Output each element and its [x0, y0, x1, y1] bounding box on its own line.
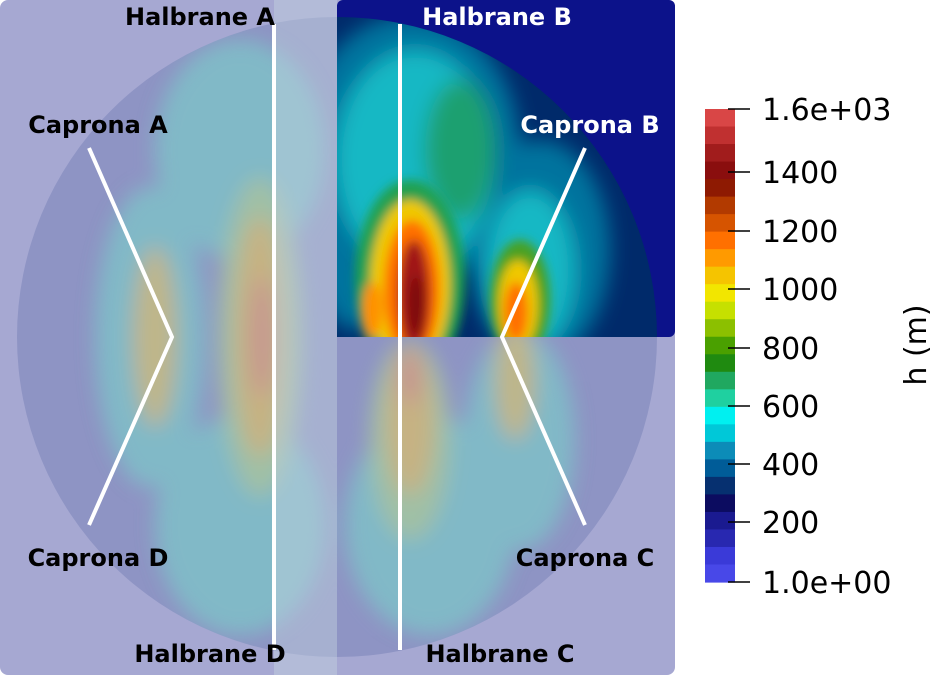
colorbar-tick-label: 800 [762, 332, 819, 367]
colorbar-band [705, 284, 735, 303]
colorbar-band [705, 179, 735, 198]
colorbar-band [705, 319, 735, 338]
colorbar-band [705, 354, 735, 373]
colorbar-band [705, 161, 735, 180]
label-caprona-a: Caprona A [28, 111, 168, 139]
colorbar: 1.6e+03 1400 1200 1000 800 600 400 200 1.0e+00 [705, 93, 891, 601]
colorbar-title: h (m) [899, 304, 933, 385]
colorbar-band [705, 266, 735, 285]
colorbar-tick-label: 200 [762, 506, 819, 541]
colorbar-band [705, 389, 735, 408]
colorbar-band [705, 511, 735, 531]
label-caprona-c: Caprona C [516, 544, 655, 572]
colorbar-band [705, 144, 735, 163]
colorbar-band [705, 546, 735, 566]
colorbar-band [705, 494, 735, 513]
colorbar-band [705, 336, 735, 355]
colorbar-band [705, 529, 735, 548]
colorbar-tick-label: 1400 [762, 156, 838, 191]
colorbar-tick-label: 400 [762, 448, 819, 483]
colorbar-band [705, 196, 735, 215]
colorbar-tick-label: 1200 [762, 215, 838, 250]
colorbar-band [705, 301, 735, 320]
caprona-a-d-line [87, 147, 175, 526]
colorbar-band [705, 424, 735, 443]
colorbar-band [705, 214, 735, 233]
label-halbrane-c: Halbrane C [425, 640, 574, 668]
colorbar-band [705, 109, 735, 128]
label-halbrane-a: Halbrane A [125, 3, 275, 31]
label-caprona-b: Caprona B [520, 111, 659, 139]
colorbar-band [705, 441, 735, 460]
colorbar-band [705, 371, 735, 390]
colorbar-band [705, 564, 735, 583]
colorbar-tick-label: 600 [762, 390, 819, 425]
label-halbrane-d: Halbrane D [134, 640, 285, 668]
colorbar-tick-label: 1000 [762, 273, 838, 308]
label-caprona-d: Caprona D [28, 544, 169, 572]
caprona-b-c-line [499, 147, 587, 526]
colorbar-band [705, 459, 735, 478]
colorbar-band [705, 249, 735, 268]
quadrant-highlight [337, 0, 675, 337]
label-halbrane-b: Halbrane B [422, 3, 572, 31]
light-strip [274, 0, 337, 675]
colorbar-tick-label: 1.0e+00 [762, 566, 891, 601]
colorbar-band [705, 126, 735, 145]
colorbar-band [705, 231, 735, 250]
colorbar-band [705, 406, 735, 425]
colorbar-tick-label: 1.6e+03 [762, 93, 891, 128]
path-lines [87, 24, 587, 650]
colorbar-band [705, 476, 735, 496]
